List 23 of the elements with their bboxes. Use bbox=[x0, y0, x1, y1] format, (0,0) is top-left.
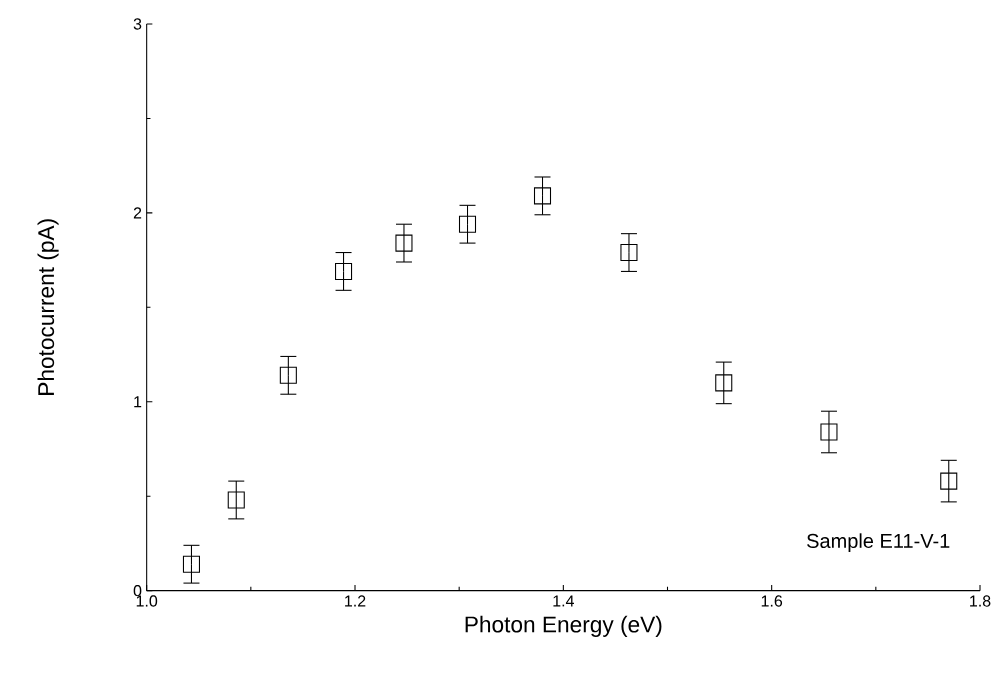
y-tick-label: 0 bbox=[133, 585, 142, 597]
point bbox=[820, 423, 838, 441]
point bbox=[940, 472, 958, 490]
point bbox=[279, 366, 297, 385]
x-tick-label: 1.2 bbox=[345, 595, 366, 607]
x-axis-title: Photon Energy (eV) bbox=[465, 616, 662, 638]
y-tick-label: 3 bbox=[133, 18, 142, 30]
x-tick-label: 1.6 bbox=[761, 595, 783, 607]
y-tick-label: 2 bbox=[133, 207, 142, 219]
x-tick-label: 1.4 bbox=[553, 595, 574, 607]
point bbox=[715, 374, 733, 392]
x-tick-label: 1.8 bbox=[970, 595, 991, 607]
point bbox=[395, 234, 413, 252]
point bbox=[227, 491, 245, 509]
y-axis-title: Photocurrent (pA) bbox=[37, 219, 59, 396]
point bbox=[620, 244, 638, 262]
annotation: Sample E11-V-1 bbox=[807, 533, 950, 553]
point bbox=[335, 263, 353, 281]
y-tick-label: 1 bbox=[134, 396, 142, 408]
point bbox=[458, 215, 477, 233]
point bbox=[182, 555, 200, 573]
point bbox=[533, 187, 552, 205]
x-tick-label: 1.0 bbox=[136, 595, 158, 607]
